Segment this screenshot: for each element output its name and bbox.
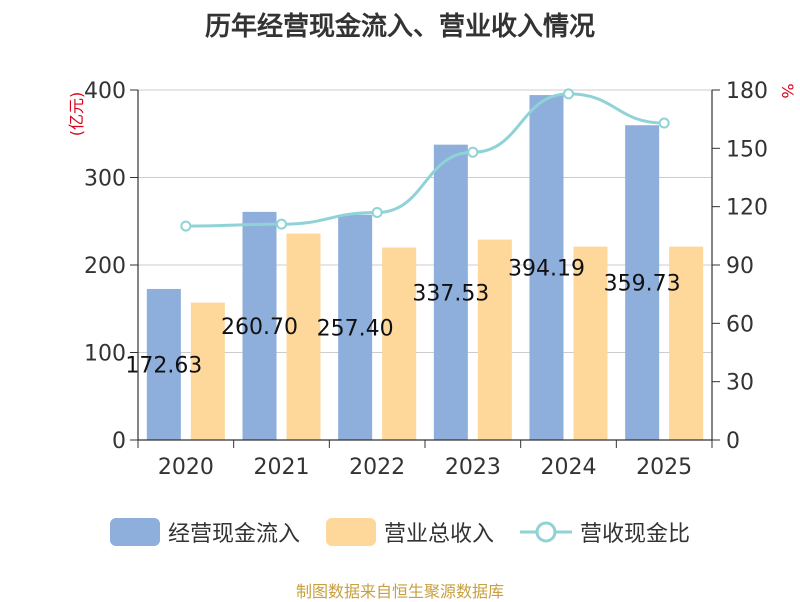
legend: 经营现金流入 营业总收入 营收现金比: [0, 516, 800, 548]
legend-swatch-cashflow: [109, 518, 160, 546]
right-tick-label: 30: [726, 371, 754, 396]
left-tick-label: 0: [112, 429, 126, 454]
bar-revenue: [382, 247, 417, 440]
source-note: 制图数据来自恒生聚源数据库: [295, 582, 504, 601]
ratio-point: [467, 146, 479, 158]
bar-revenue: [669, 246, 704, 440]
data-label-cashflow: 394.19: [508, 257, 585, 282]
ratio-line: [185, 92, 665, 228]
bar-revenue: [573, 246, 608, 440]
left-tick-label: 100: [84, 342, 126, 367]
x-tick-label: 2024: [541, 455, 597, 480]
x-tick-label: 2023: [445, 455, 501, 480]
legend-line-marker: [520, 521, 572, 543]
ratio-point: [658, 117, 670, 129]
bar-cashflow: [338, 214, 373, 440]
data-label-cashflow: 260.70: [221, 315, 298, 340]
bar-revenue: [477, 239, 512, 440]
right-tick-label: 120: [726, 196, 768, 221]
legend-item-revenue[interactable]: 营业总收入: [325, 516, 494, 548]
data-label-cashflow: 359.73: [604, 272, 681, 297]
chart-title: 历年经营现金流入、营业收入情况: [204, 12, 595, 42]
left-tick-label: 200: [84, 254, 126, 279]
legend-swatch-revenue: [325, 518, 376, 546]
bar-cashflow: [242, 211, 277, 440]
x-tick-label: 2025: [636, 455, 692, 480]
bar-revenue: [286, 233, 321, 440]
bar-cashflow: [433, 144, 468, 440]
x-tick-label: 2021: [254, 455, 310, 480]
right-tick-label: 180: [726, 79, 768, 104]
chart-plot: 0 100 200 300 400 0 30 60 90 120 150 180 2020 2021 202…: [67, 79, 797, 480]
right-tick-label: 0: [726, 429, 740, 454]
bar-cashflow: [146, 288, 181, 440]
bar-cashflow: [625, 125, 660, 440]
ratio-point: [563, 88, 574, 100]
data-label-cashflow: 257.40: [317, 316, 394, 341]
data-label-cashflow: 337.53: [412, 281, 489, 306]
right-axis-unit: %: [778, 83, 797, 98]
legend-item-cashflow[interactable]: 经营现金流入: [109, 516, 300, 548]
x-tick-label: 2022: [349, 455, 405, 480]
x-tick-label: 2020: [158, 455, 214, 480]
legend-item-ratio[interactable]: 营收现金比: [520, 516, 690, 548]
bar-revenue: [190, 302, 225, 440]
bar-cashflow: [529, 95, 564, 441]
right-tick-label: 90: [726, 254, 754, 279]
legend-label-cashflow: 经营现金流入: [167, 522, 300, 547]
left-tick-label: 400: [84, 79, 126, 104]
ratio-point: [276, 218, 287, 230]
ratio-point: [371, 207, 383, 218]
legend-label-revenue: 营业总收入: [383, 522, 494, 547]
left-tick-label: 300: [84, 167, 126, 192]
legend-label-ratio: 营收现金比: [580, 522, 691, 547]
ratio-point: [180, 220, 192, 232]
data-label-cashflow: 172.63: [125, 353, 202, 378]
right-tick-label: 60: [726, 312, 754, 337]
left-axis-unit: (亿元): [67, 92, 86, 137]
right-tick-label: 150: [726, 137, 768, 162]
